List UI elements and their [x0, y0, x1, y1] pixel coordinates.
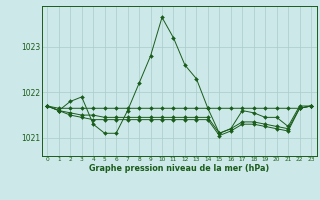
X-axis label: Graphe pression niveau de la mer (hPa): Graphe pression niveau de la mer (hPa) — [89, 164, 269, 173]
